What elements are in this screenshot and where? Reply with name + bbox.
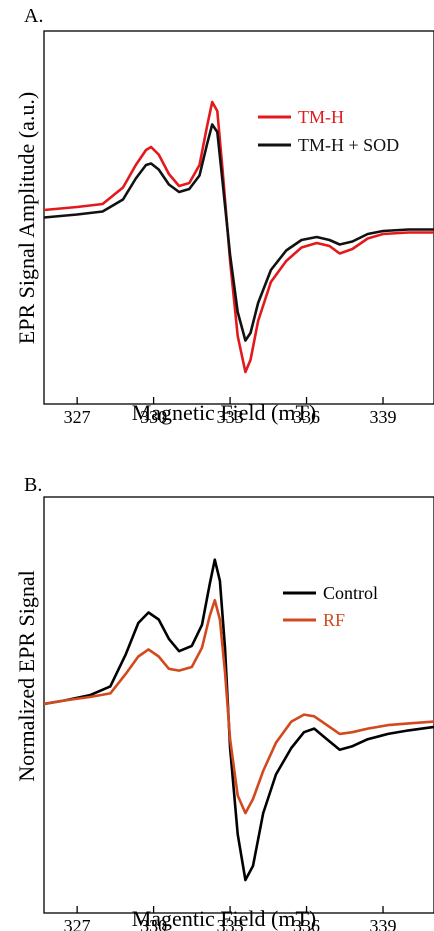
legend-label: Control: [323, 583, 378, 603]
x-tick-label: 327: [64, 916, 91, 931]
panel-label: B.: [24, 474, 42, 496]
legend-label: TM-H + SOD: [298, 135, 399, 155]
y-axis-title: EPR Signal Amplitude (a.u.): [14, 92, 39, 344]
y-axis-title: Normalized EPR Signal: [14, 570, 39, 781]
x-tick-label: 327: [64, 407, 91, 427]
series-line-tm-h-sod: [44, 123, 434, 342]
x-axis-title: Magnetic Field (mT): [132, 400, 317, 425]
series-line-rf: [44, 598, 434, 815]
panel-label: A.: [24, 5, 43, 27]
chart-panel-0: A. 327 330 333 336 339 Magnetic Field (mT) EPR …: [14, 5, 434, 427]
chart-panel-1: B. 327 330 333 336 339 Magentic Field (mT) Norm…: [14, 474, 434, 931]
legend-label: TM-H: [298, 107, 344, 127]
legend-label: RF: [323, 610, 345, 630]
x-tick-label: 339: [370, 407, 397, 427]
x-tick-label: 336: [293, 916, 320, 931]
x-tick-label: 339: [370, 916, 397, 931]
x-tick-label: 333: [217, 916, 244, 931]
x-axis-title: Magentic Field (mT): [132, 906, 317, 931]
x-tick-label: 330: [140, 407, 167, 427]
plot-frame: [43, 496, 434, 914]
x-tick-label: 333: [217, 407, 244, 427]
series-line-control: [44, 558, 434, 882]
x-tick-label: 336: [293, 407, 320, 427]
x-tick-label: 330: [140, 916, 167, 931]
